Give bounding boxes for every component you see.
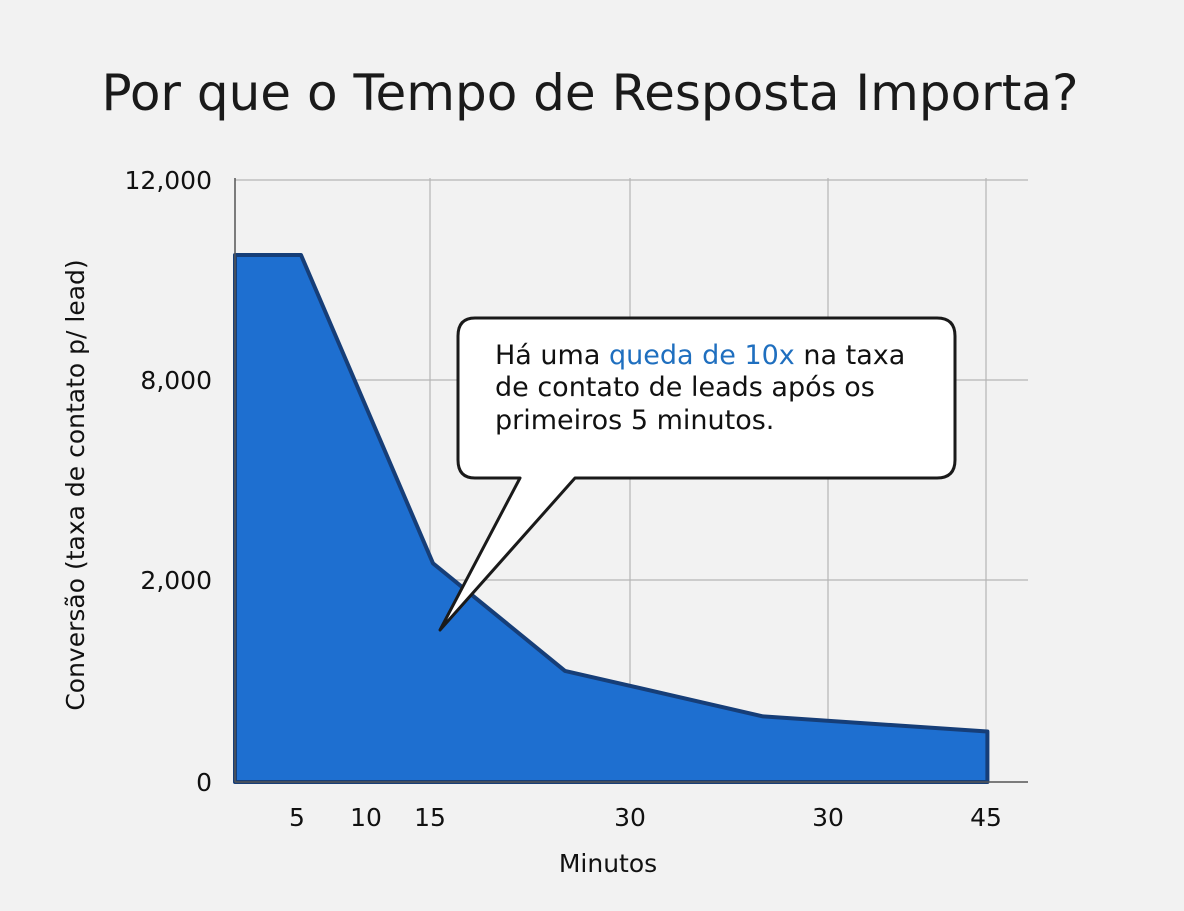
series-area (233, 253, 990, 784)
annotation-highlight: queda de 10x (608, 340, 795, 371)
y-tick-label: 0 (196, 768, 212, 797)
x-tick-label: 5 (289, 803, 305, 832)
x-tick-label: 30 (812, 803, 844, 832)
annotation-callout-shape (438, 316, 957, 632)
annotation-text-before: Há uma (495, 340, 609, 371)
x-tick-label: 15 (414, 803, 446, 832)
y-axis-label: Conversão (taxa de contato p/ lead) (61, 259, 90, 710)
y-tick-labels: 0 2,000 8,000 12,000 (125, 166, 212, 797)
plot-area (233, 253, 990, 784)
x-tick-labels: 5 10 15 30 30 45 (289, 803, 1002, 832)
chart-title: Por que o Tempo de Resposta Importa? (101, 64, 1078, 122)
y-tick-label: 8,000 (140, 366, 212, 395)
axes (234, 178, 1028, 783)
x-tick-label: 10 (350, 803, 382, 832)
y-tick-label: 12,000 (125, 166, 212, 195)
x-axis-label: Minutos (559, 849, 657, 878)
y-tick-label: 2,000 (140, 566, 212, 595)
annotation-callout: Há uma queda de 10x na taxa de contato d… (458, 318, 955, 478)
x-tick-label: 45 (970, 803, 1002, 832)
x-tick-label: 30 (614, 803, 646, 832)
annotation-text-after: na taxa de contato de leads após os prim… (495, 340, 906, 436)
